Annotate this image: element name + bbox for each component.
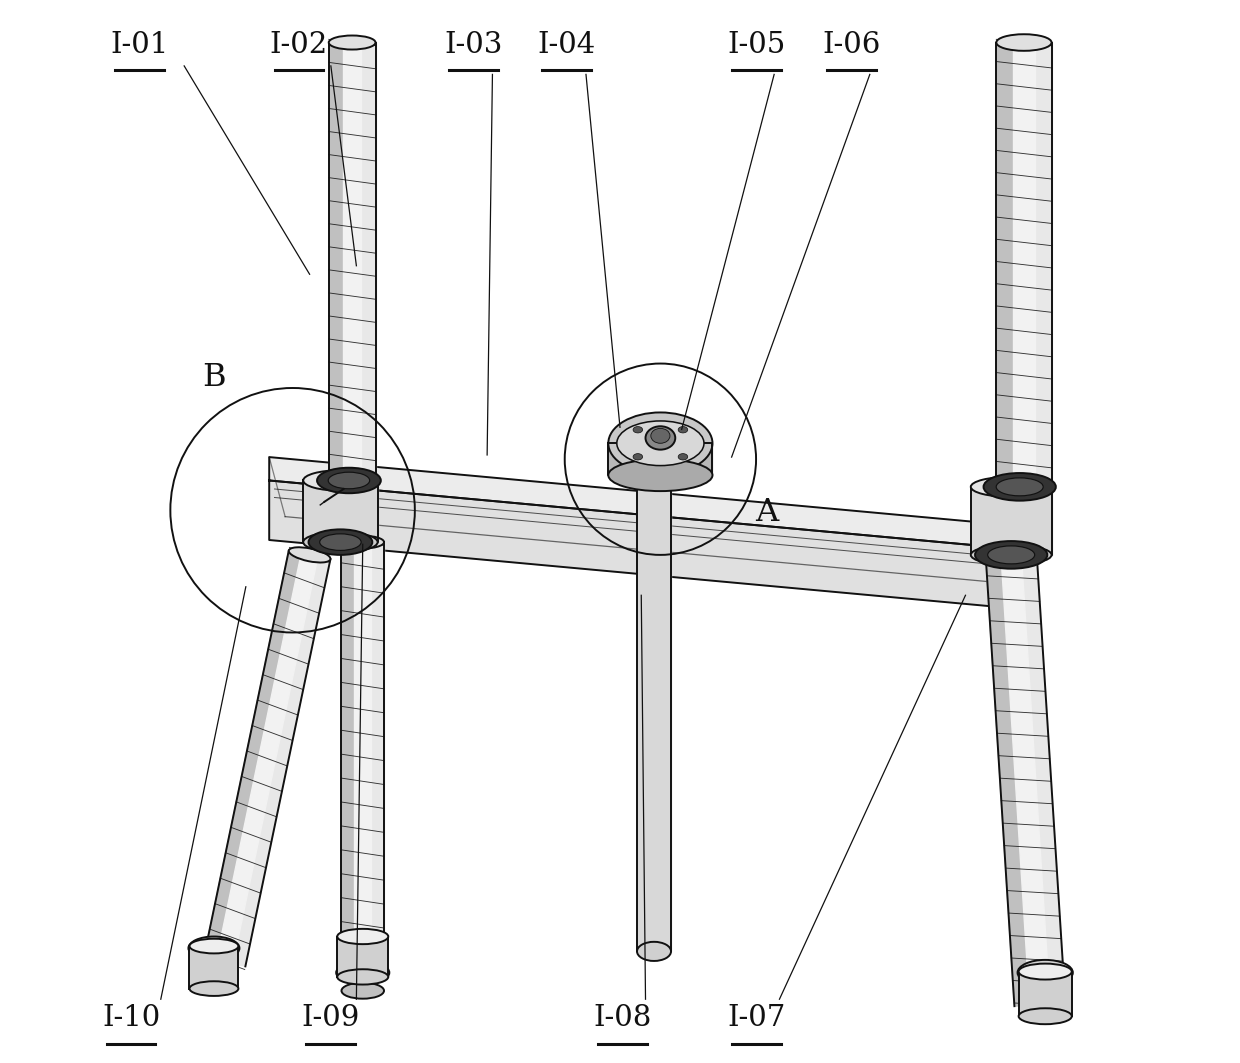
Ellipse shape: [634, 454, 642, 460]
Ellipse shape: [971, 545, 1052, 566]
Ellipse shape: [304, 532, 378, 553]
Polygon shape: [269, 457, 1022, 550]
Ellipse shape: [190, 981, 238, 996]
Ellipse shape: [678, 426, 688, 433]
Ellipse shape: [309, 529, 372, 555]
Text: I-08: I-08: [593, 1005, 651, 1032]
Polygon shape: [637, 475, 671, 951]
Polygon shape: [1001, 554, 1050, 1006]
Polygon shape: [1035, 43, 1052, 487]
Ellipse shape: [320, 534, 361, 551]
Polygon shape: [996, 43, 1013, 487]
Ellipse shape: [646, 426, 676, 450]
Ellipse shape: [1018, 1008, 1071, 1025]
Ellipse shape: [317, 468, 381, 493]
Ellipse shape: [988, 546, 1034, 563]
FancyBboxPatch shape: [1018, 972, 1071, 1016]
Ellipse shape: [634, 426, 642, 433]
Ellipse shape: [1018, 963, 1071, 980]
Polygon shape: [304, 480, 378, 542]
Ellipse shape: [996, 478, 1043, 495]
Polygon shape: [362, 43, 376, 480]
Polygon shape: [329, 43, 342, 480]
Ellipse shape: [329, 35, 376, 50]
Polygon shape: [341, 542, 355, 973]
Ellipse shape: [190, 939, 238, 954]
Ellipse shape: [329, 472, 370, 489]
FancyBboxPatch shape: [337, 937, 388, 977]
Ellipse shape: [986, 547, 1037, 562]
Text: I-07: I-07: [727, 1005, 785, 1032]
Text: I-09: I-09: [301, 1005, 360, 1032]
Text: I-05: I-05: [727, 31, 785, 58]
Ellipse shape: [975, 541, 1048, 569]
Ellipse shape: [341, 982, 384, 999]
Ellipse shape: [971, 477, 1052, 496]
Polygon shape: [203, 551, 301, 960]
Ellipse shape: [996, 34, 1052, 51]
Text: I-04: I-04: [538, 31, 596, 58]
Ellipse shape: [341, 536, 384, 549]
Ellipse shape: [337, 969, 388, 984]
Ellipse shape: [609, 459, 713, 491]
Text: I-02: I-02: [270, 31, 329, 58]
Polygon shape: [971, 487, 1052, 555]
Ellipse shape: [678, 454, 688, 460]
Text: B: B: [202, 361, 226, 393]
Polygon shape: [1013, 43, 1035, 487]
Polygon shape: [1022, 553, 1065, 1003]
Ellipse shape: [637, 942, 671, 961]
Polygon shape: [986, 556, 1029, 1007]
Polygon shape: [342, 43, 362, 480]
Ellipse shape: [616, 421, 704, 466]
Ellipse shape: [983, 473, 1055, 501]
FancyBboxPatch shape: [190, 946, 238, 989]
Text: I-10: I-10: [102, 1005, 160, 1032]
Polygon shape: [355, 542, 371, 973]
Ellipse shape: [188, 937, 239, 960]
Text: I-03: I-03: [444, 31, 502, 58]
Polygon shape: [609, 443, 713, 475]
Ellipse shape: [337, 929, 388, 944]
Ellipse shape: [609, 412, 713, 474]
Text: I-01: I-01: [110, 31, 169, 58]
Polygon shape: [233, 557, 330, 966]
Ellipse shape: [289, 547, 330, 562]
Text: A: A: [755, 496, 779, 528]
Text: I-06: I-06: [822, 31, 880, 58]
Ellipse shape: [304, 470, 378, 491]
Ellipse shape: [1018, 960, 1073, 985]
Polygon shape: [371, 542, 384, 973]
Polygon shape: [216, 553, 317, 964]
Ellipse shape: [651, 428, 670, 443]
Polygon shape: [269, 480, 1022, 609]
Ellipse shape: [336, 961, 389, 984]
